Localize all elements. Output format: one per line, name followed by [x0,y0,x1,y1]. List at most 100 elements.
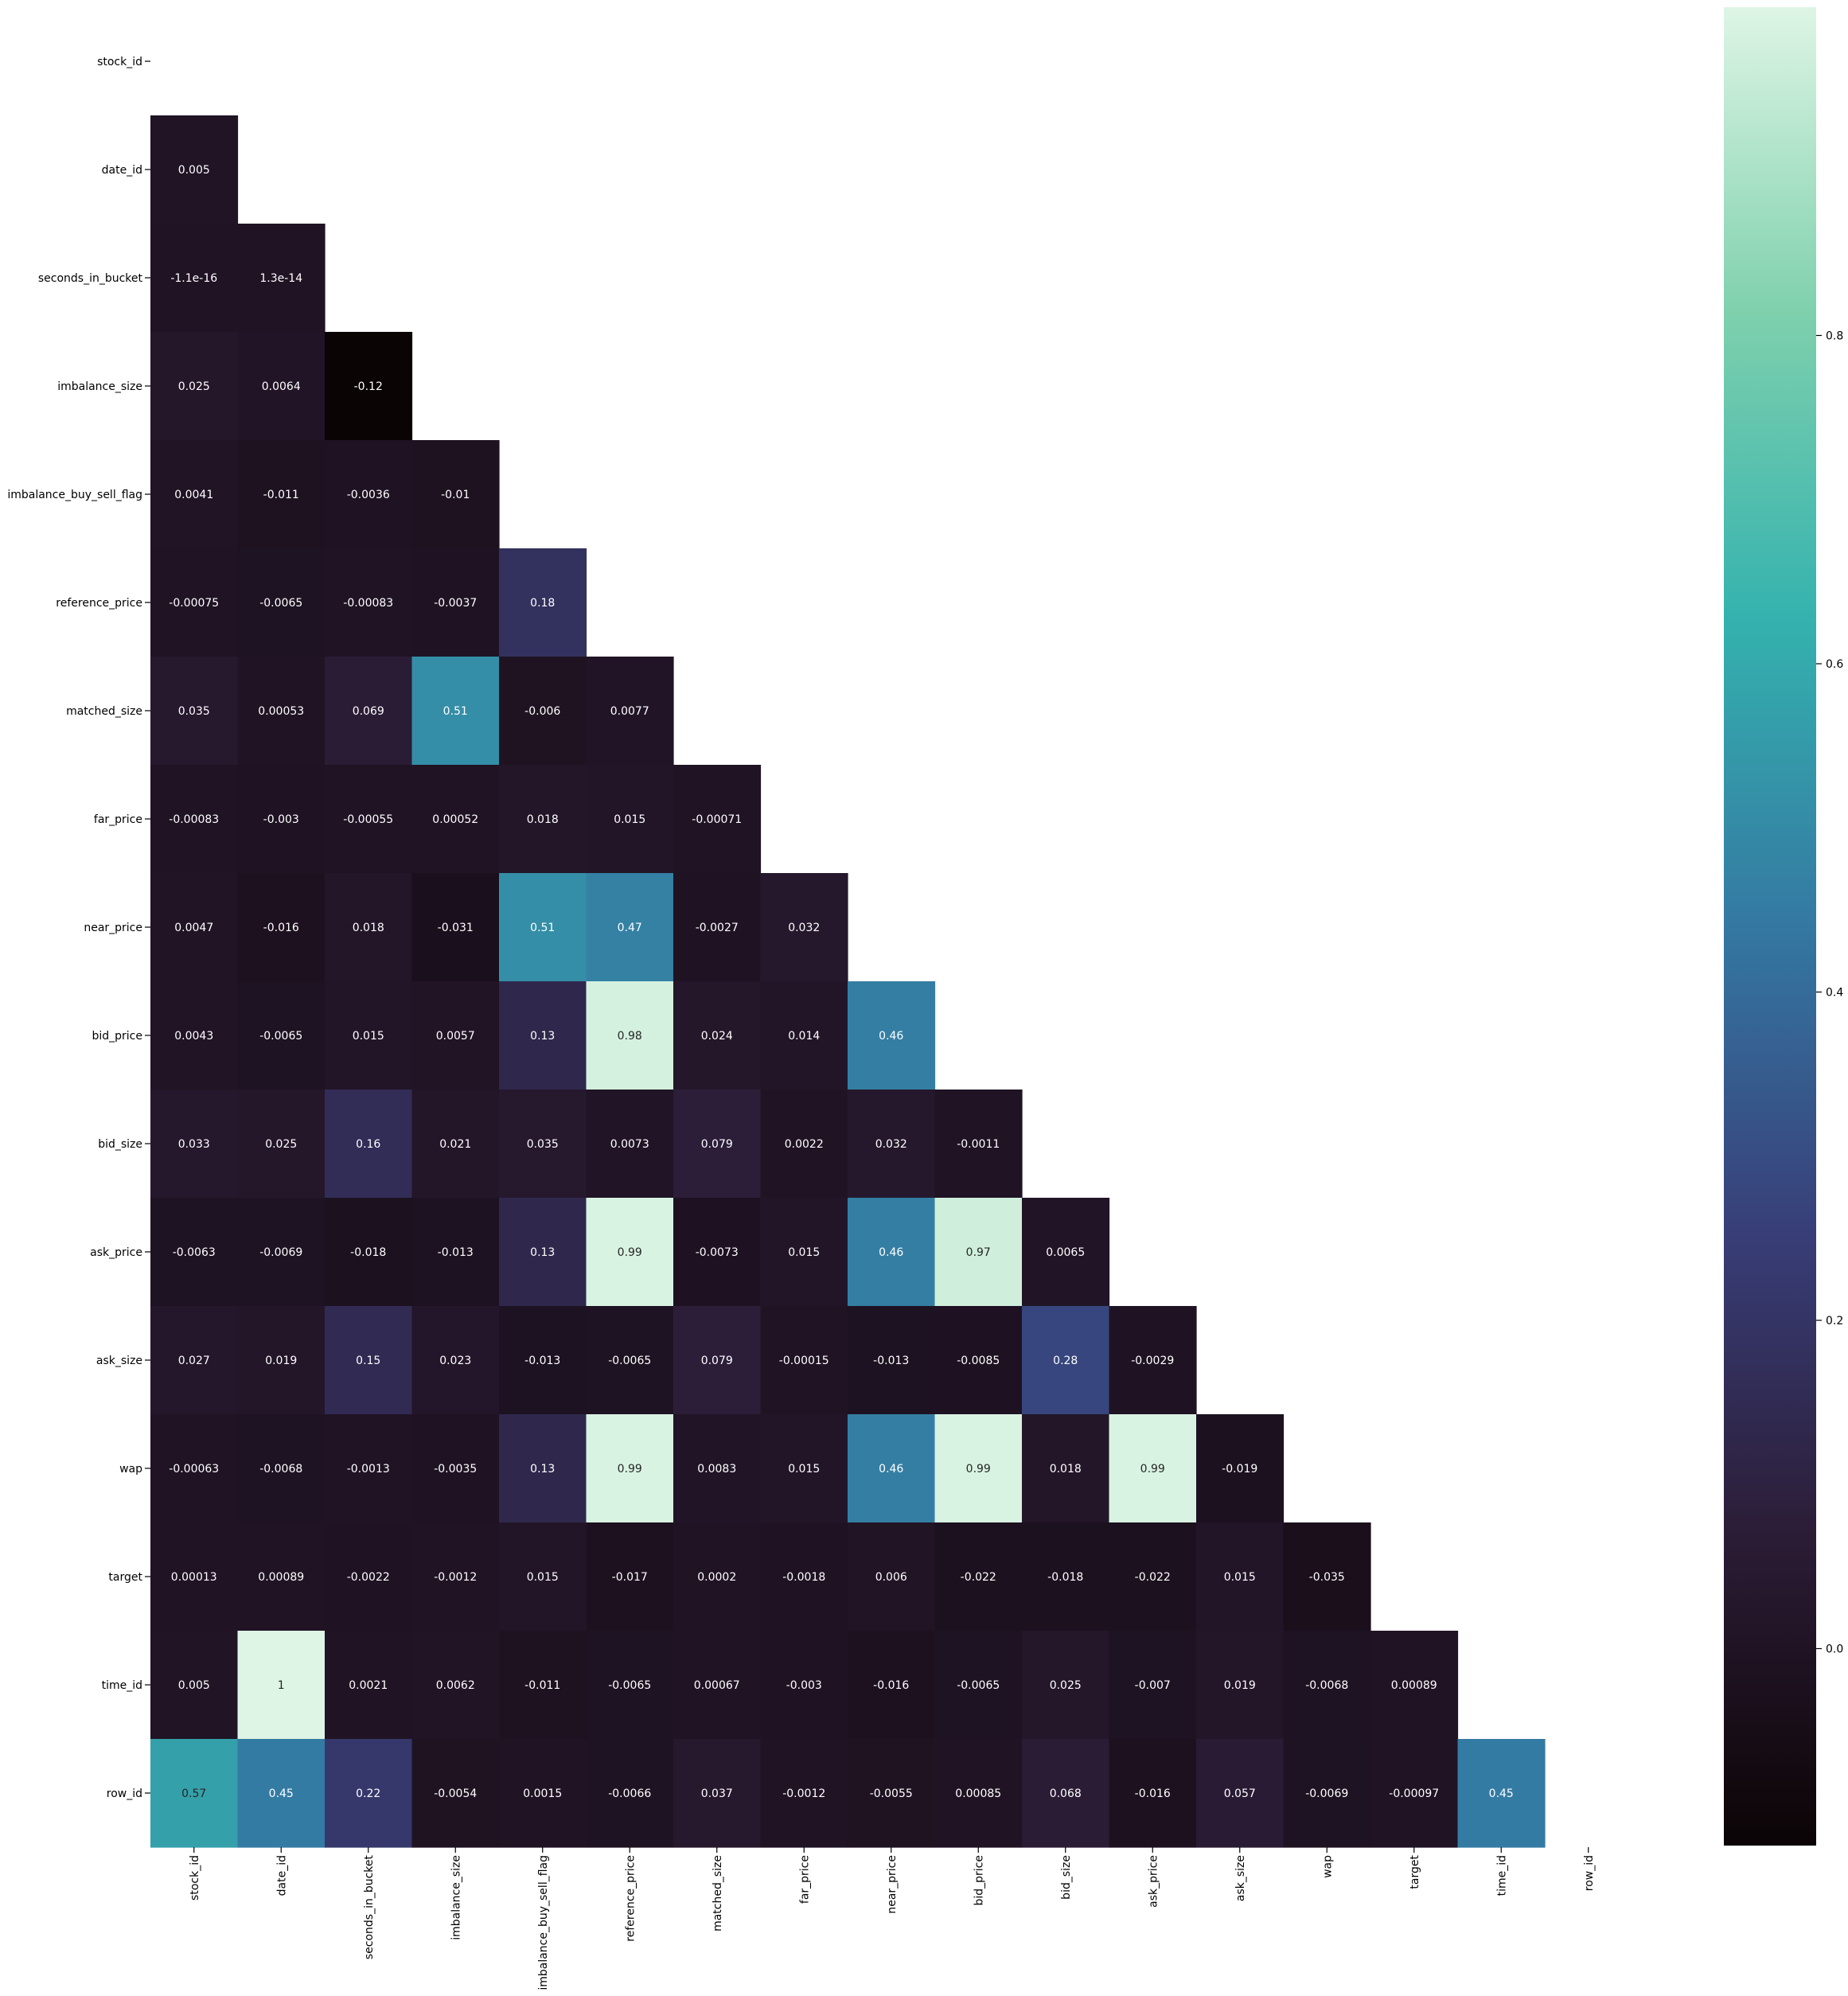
heatmap-cell [499,1522,587,1631]
y-tick-label: imbalance_size [57,380,142,393]
heatmap-cell [586,765,674,874]
cell-value-label: 0.005 [178,164,210,177]
heatmap-cell [586,657,674,766]
cell-value-label: -0.0054 [434,1787,477,1800]
x-tick-label: date_id [275,1855,288,1896]
heatmap-cell [1283,1739,1371,1848]
x-tick-label: bid_size [1060,1855,1073,1900]
heatmap-cell [1109,1414,1197,1523]
y-tick-label: stock_id [97,56,142,68]
heatmap-cell [237,1414,326,1523]
cell-value-label: 0.015 [527,1571,559,1584]
cell-value-label: -0.003 [263,813,299,826]
cell-value-label: 0.079 [701,1138,733,1151]
heatmap-cell [1283,1522,1371,1631]
cell-value-label: -0.0037 [434,597,477,610]
colorbar-gradient [1724,7,1816,1846]
cell-value-label: 0.015 [788,1463,820,1476]
heatmap-cell [673,981,762,1090]
heatmap-cell [237,440,326,549]
y-tick-label: bid_size [98,1138,142,1151]
cell-value-label: 1.3e-14 [259,272,302,285]
heatmap-cell [586,1631,674,1740]
heatmap-cell [1283,1631,1371,1740]
heatmap-cell [1109,1631,1197,1740]
y-tick-label: imbalance_buy_sell_flag [7,489,142,501]
cell-value-label: -0.0065 [957,1679,1000,1692]
heatmap-cell [325,1198,413,1307]
heatmap-cell [325,1414,413,1523]
heatmap-cell [237,765,326,874]
heatmap-cell [1196,1522,1285,1631]
cell-value-label: 0.22 [356,1787,380,1800]
cell-value-label: 0.00052 [432,813,478,826]
x-tick-label: reference_price [624,1855,637,1942]
heatmap-cell [586,1090,674,1199]
heatmap-cell [150,765,239,874]
heatmap-cell [1022,1739,1110,1848]
cell-value-label: -0.013 [524,1355,560,1367]
x-tick-label: far_price [798,1855,811,1904]
cell-value-label: 0.025 [178,380,210,393]
cell-value-label: 0.069 [353,705,384,718]
cell-value-label: 0.0083 [697,1463,736,1476]
cell-value-label: 0.018 [527,813,559,826]
cell-value-label: 0.18 [530,597,555,610]
cell-value-label: 0.99 [966,1463,991,1476]
heatmap-cell [1109,1739,1197,1848]
heatmap-cell [760,1631,848,1740]
heatmap-cell [760,1198,848,1307]
heatmap-cell [237,657,326,766]
cell-value-label: -0.003 [786,1679,822,1692]
x-tick-label: imbalance_buy_sell_flag [537,1855,550,1990]
heatmap-cell [237,1306,326,1415]
heatmap-cell [499,873,587,982]
y-tick-label: target [108,1571,142,1584]
cell-value-label: 1 [278,1679,285,1692]
heatmap-cell [150,1522,239,1631]
heatmap-cell [325,440,413,549]
cell-value-label: 0.032 [875,1138,907,1151]
heatmap-cell [673,1739,762,1848]
cell-value-label: 0.28 [1053,1355,1078,1367]
cell-value-label: -0.018 [1047,1571,1083,1584]
heatmap-cell [1196,1631,1285,1740]
x-tick-label: seconds_in_bucket [363,1854,376,1959]
cell-value-label: 0.0077 [610,705,649,718]
cell-value-label: 0.98 [618,1030,642,1043]
heatmap-cell [499,1198,587,1307]
x-tick-label: imbalance_size [450,1855,462,1940]
cell-value-label: 0.019 [265,1355,297,1367]
heatmap-cell [1370,1631,1459,1740]
x-tick-label: ask_size [1234,1855,1247,1901]
cell-value-label: -0.00071 [692,813,742,826]
cell-value-label: -0.12 [354,380,383,393]
cell-value-label: 0.0065 [1046,1246,1085,1259]
heatmap-cell [499,1090,587,1199]
cell-value-label: 0.015 [788,1246,820,1259]
heatmap-cell [325,1631,413,1740]
heatmap-cell [934,1306,1023,1415]
cell-value-label: -0.0069 [259,1246,302,1259]
heatmap-cell [586,981,674,1090]
cell-value-label: -0.0012 [434,1571,477,1584]
cell-value-label: 0.97 [966,1246,991,1259]
heatmap-cell [1022,1198,1110,1307]
y-tick-label: near_price [84,922,142,934]
colorbar-tick-label: 0.4 [1826,987,1843,1000]
cell-value-label: -0.00075 [169,597,219,610]
cell-value-label: 0.025 [1050,1679,1082,1692]
cell-value-label: -0.0029 [1131,1355,1174,1367]
y-tick-label: matched_size [66,705,142,718]
cell-value-label: 0.037 [701,1787,733,1800]
heatmap-cell [760,981,848,1090]
cell-value-label: -0.007 [1135,1679,1171,1692]
x-tick-label: row_id [1583,1855,1596,1891]
cell-value-label: -0.0011 [957,1138,1000,1151]
y-tick-label: reference_price [56,597,142,610]
cell-value-label: 0.16 [356,1138,380,1151]
cell-value-label: -0.0013 [347,1463,390,1476]
heatmap-cell [237,1198,326,1307]
cell-annotations: 0.005 -1.1e-16 1.3e-14 0.025 0.0064 -0.12 0.00… [169,164,1514,1800]
cell-value-label: 0.0062 [436,1679,475,1692]
